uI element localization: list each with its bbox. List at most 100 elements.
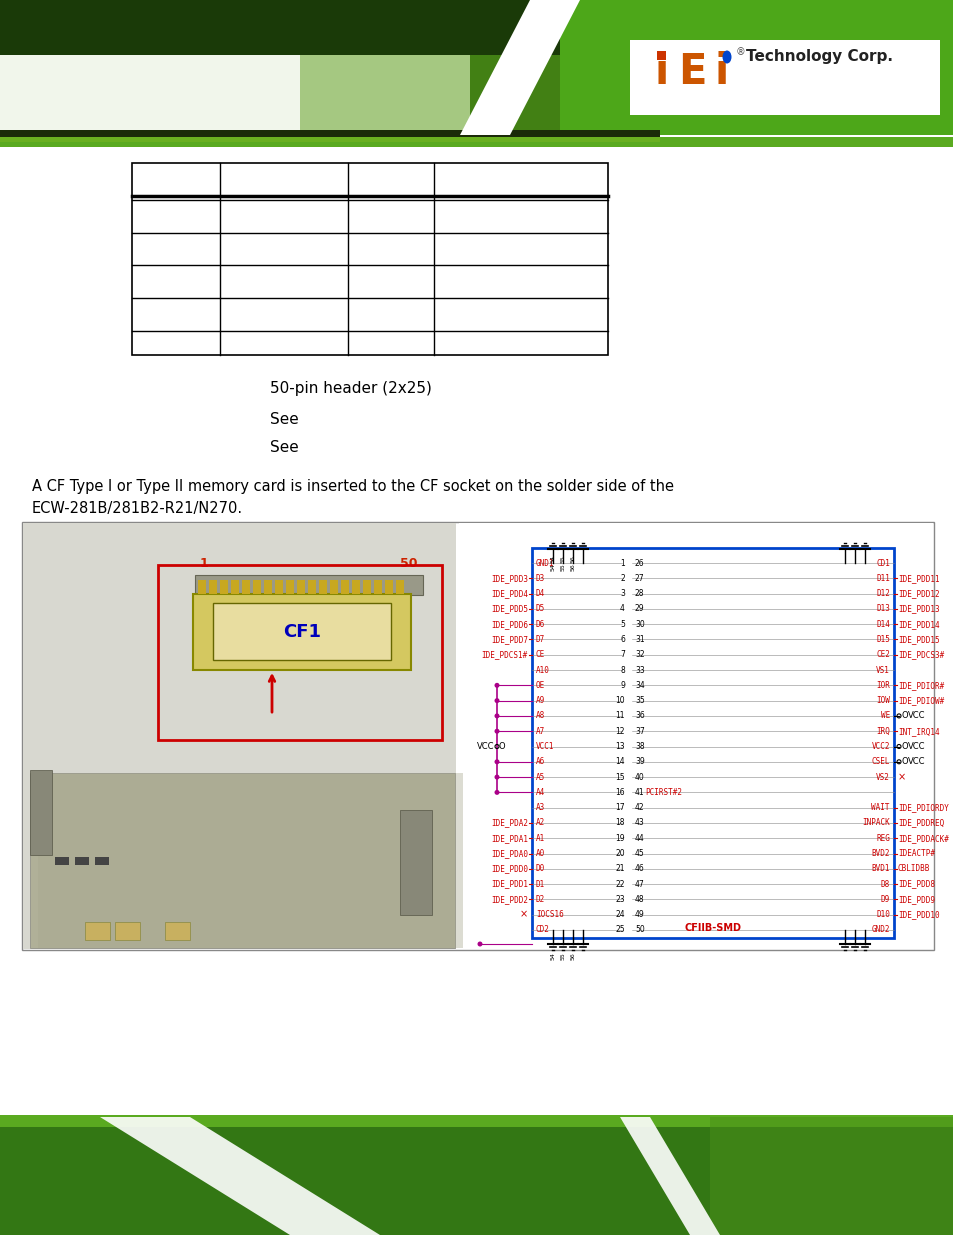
Bar [38,773,462,948]
Text: See: See [270,411,298,426]
Bar [0,1116,953,1235]
Text: INPACK: INPACK [862,819,889,827]
Text: D8: D8 [880,879,889,889]
Text: 56: 56 [570,555,575,563]
Bar [0,137,953,147]
Bar [75,857,89,864]
Text: 4: 4 [619,604,624,614]
Text: CSEL: CSEL [871,757,889,766]
Text: A1: A1 [536,834,545,842]
Text: 39: 39 [635,757,644,766]
Text: A6: A6 [536,757,545,766]
Text: IDE_PDD12: IDE_PDD12 [897,589,939,598]
Text: 30: 30 [635,620,644,629]
Text: 55: 55 [560,952,565,960]
Text: 46: 46 [635,864,644,873]
Text: O: O [901,757,907,766]
Polygon shape [459,0,579,135]
Text: IDE_PDCS3#: IDE_PDCS3# [897,651,943,659]
Bar [385,580,393,594]
Text: ECW-281B/281B2-R21/N270.: ECW-281B/281B2-R21/N270. [32,500,243,515]
Bar [286,580,294,594]
Text: 54: 54 [550,563,555,571]
Text: IDE_PDD13: IDE_PDD13 [897,604,939,614]
Text: REG: REG [875,834,889,842]
Text: D5: D5 [536,604,545,614]
Text: 55: 55 [560,555,565,563]
Text: GND1: GND1 [536,558,554,568]
Bar [115,923,140,940]
Text: 11: 11 [615,711,624,720]
Text: ×: × [519,910,528,920]
Circle shape [494,774,499,779]
Text: 45: 45 [635,848,644,858]
Text: A9: A9 [536,697,545,705]
Bar [209,580,216,594]
Bar [264,580,272,594]
Text: IOCS16: IOCS16 [536,910,563,919]
Text: 8: 8 [619,666,624,674]
Ellipse shape [721,51,731,63]
Text: A5: A5 [536,773,545,782]
Text: i: i [714,51,728,93]
Text: VS1: VS1 [875,666,889,674]
Text: 14: 14 [615,757,624,766]
Text: 19: 19 [615,834,624,842]
Text: D12: D12 [875,589,889,598]
Text: OE: OE [536,680,545,690]
Text: 21: 21 [615,864,624,873]
Bar [220,580,228,594]
Bar [363,580,371,594]
Text: 47: 47 [635,879,644,889]
Text: D10: D10 [875,910,889,919]
Bar [30,773,455,948]
Text: BVD1: BVD1 [871,864,889,873]
Text: 33: 33 [635,666,644,674]
Text: See: See [270,441,298,456]
Bar [0,1115,953,1128]
Text: 12: 12 [615,726,624,736]
Text: 22: 22 [615,879,624,889]
Circle shape [494,698,499,703]
Bar [532,548,893,939]
Text: 31: 31 [635,635,644,643]
Text: 49: 49 [635,910,644,919]
Bar [559,0,953,135]
Bar [132,163,607,354]
Bar [85,923,110,940]
Text: 29: 29 [635,604,644,614]
Bar [0,1116,953,1235]
Text: D13: D13 [875,604,889,614]
Text: 28: 28 [635,589,644,598]
Bar [22,522,933,950]
Text: i: i [654,51,668,93]
Text: 7: 7 [619,651,624,659]
Text: IDE_PDD7: IDE_PDD7 [491,635,527,643]
Text: 15: 15 [615,773,624,782]
Text: GND2: GND2 [871,925,889,935]
Bar [296,580,305,594]
Text: IDE_PDD1: IDE_PDD1 [491,879,527,889]
Text: 3: 3 [619,589,624,598]
Text: VCC: VCC [476,742,494,751]
Text: IOR: IOR [875,680,889,690]
Text: 54: 54 [550,952,555,960]
Circle shape [477,941,482,946]
Text: VCC: VCC [907,742,924,751]
Text: 20: 20 [615,848,624,858]
Bar [213,603,391,659]
Text: IDE_PDDACK#: IDE_PDDACK# [897,834,948,842]
Bar [165,923,190,940]
Text: O: O [901,711,907,720]
Text: 38: 38 [635,742,644,751]
Text: BVD2: BVD2 [871,848,889,858]
Circle shape [494,790,499,795]
Text: IDE_PDA0: IDE_PDA0 [491,848,527,858]
Text: A7: A7 [536,726,545,736]
Bar [318,580,327,594]
Text: A10: A10 [536,666,549,674]
Text: D7: D7 [536,635,545,643]
Bar [395,580,403,594]
Text: 50: 50 [635,925,644,935]
Text: 6: 6 [619,635,624,643]
